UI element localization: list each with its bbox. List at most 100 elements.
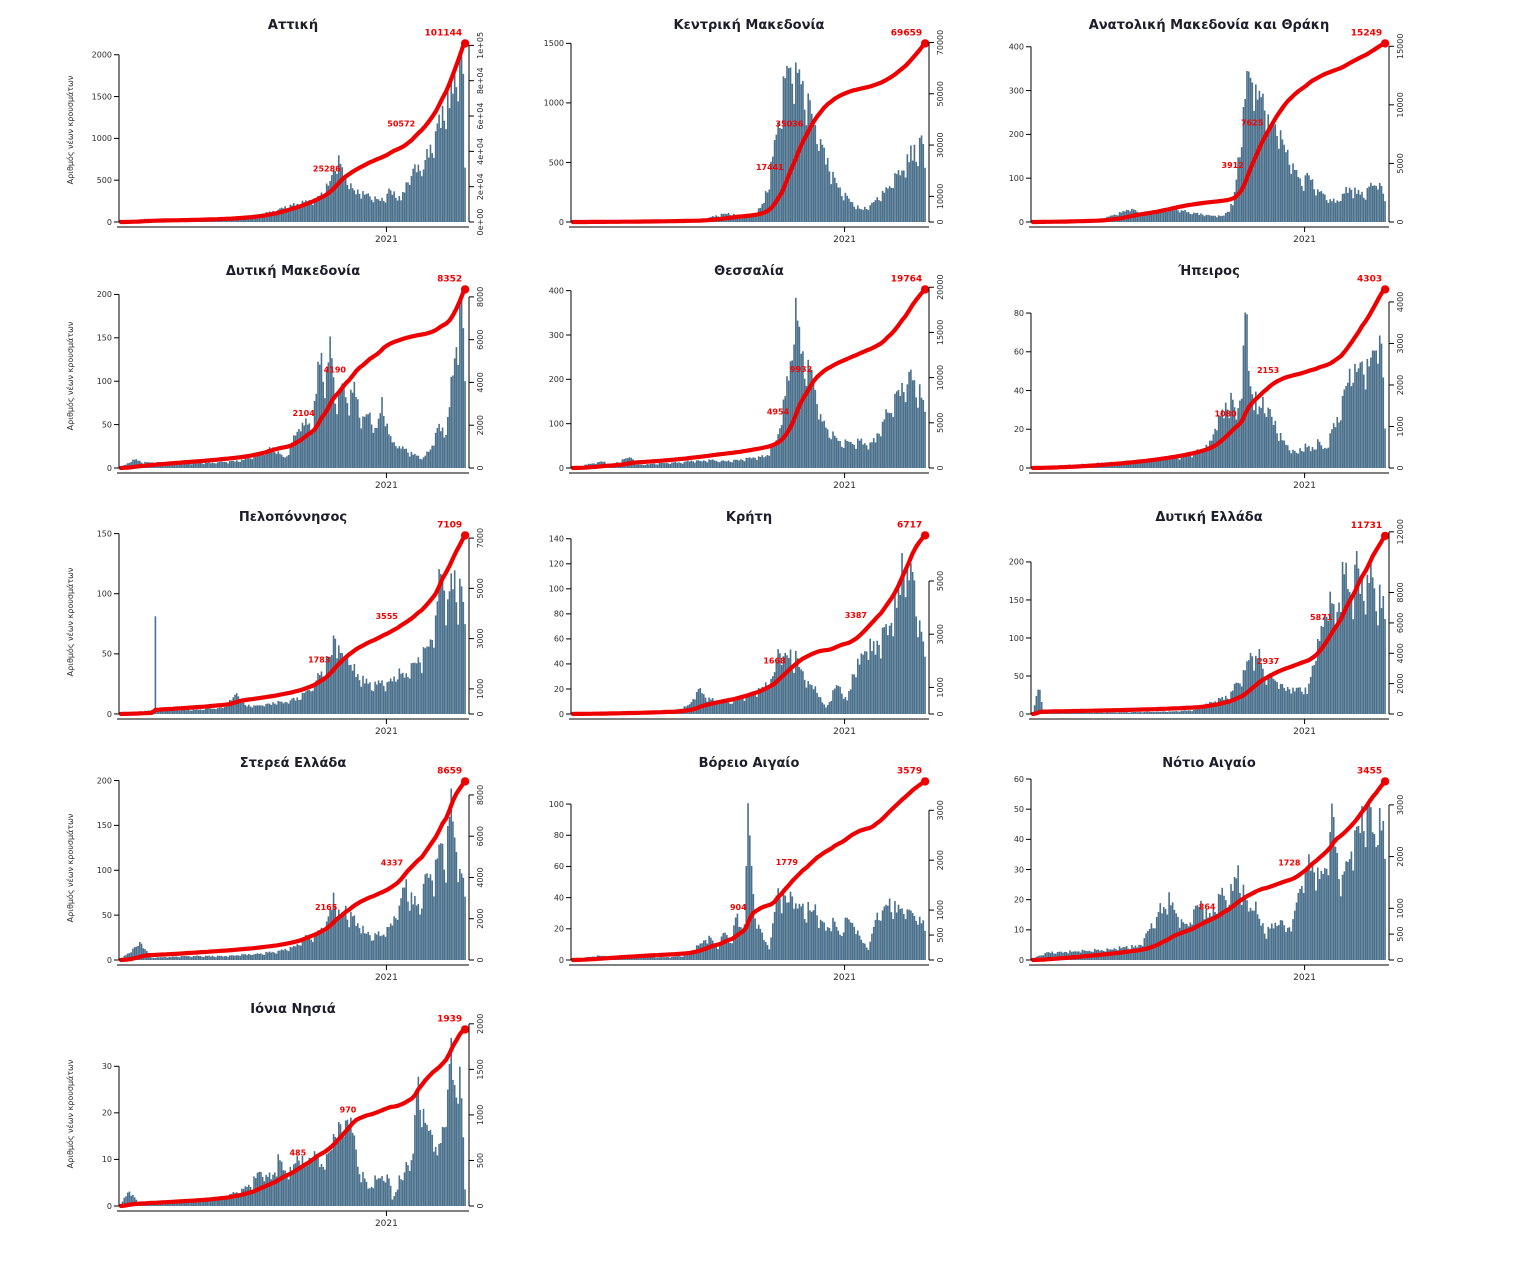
cumulative-annotation: 9932: [790, 365, 812, 374]
right-axis: [928, 809, 934, 961]
chart-canvas-attiki: Αττική 0 500 1000 1500 2000 0e+00 2e+04 4e+04 6e+…: [65, 18, 485, 245]
x-axis-year-label: 2021: [375, 235, 398, 245]
right-axis-tick-label: 8000: [476, 785, 485, 805]
cumulative-annotation: 8352: [437, 274, 462, 284]
right-axis-tick-label: 8e+04: [476, 67, 485, 94]
left-axis-tick-label: 140: [549, 535, 564, 544]
line-end-dot: [460, 531, 470, 540]
left-axis-tick-label: 100: [97, 377, 112, 386]
x-axis: [1029, 226, 1389, 232]
x-axis: [569, 718, 929, 724]
chart-title: Αττική: [268, 18, 318, 33]
cumulative-line: [118, 1027, 468, 1209]
left-axis-tick-label: 0: [1019, 464, 1024, 473]
right-axis-tick-label: 1000: [476, 1105, 485, 1125]
x-axis: [117, 226, 469, 232]
right-axis-tick-label: 6e+04: [476, 103, 485, 130]
left-axis-tick-label: 0: [559, 710, 564, 719]
line-end-dot: [920, 39, 930, 48]
x-axis-year-label: 2021: [375, 727, 398, 737]
left-axis-tick-label: 60: [1014, 775, 1024, 784]
left-axis-tick-label: 100: [97, 866, 112, 875]
line-end-dot: [920, 285, 930, 294]
left-axis-tick-label: 0: [1019, 956, 1024, 965]
left-axis-tick-label: 100: [549, 800, 564, 809]
daily-cases-bars: [1032, 798, 1386, 960]
left-axis-tick-label: 300: [549, 331, 564, 340]
left-axis-tick-label: 1500: [92, 92, 112, 101]
right-axis-tick-label: 3000: [936, 624, 945, 644]
cumulative-line: [570, 41, 928, 225]
right-axis-tick-label: 4000: [1396, 292, 1405, 312]
left-axis-tick-label: 20: [554, 685, 564, 694]
left-axis-tick-label: 50: [1014, 672, 1024, 681]
cumulative-annotation: 970: [340, 1106, 357, 1115]
cumulative-line: [118, 287, 468, 471]
cumulative-annotation: 50572: [387, 119, 415, 128]
right-axis: [928, 286, 934, 469]
left-axis: [114, 54, 120, 223]
right-axis-tick-label: 12000: [1396, 519, 1405, 544]
left-axis-tick-label: 0: [1019, 218, 1024, 227]
chart-canvas-dytiki-makedonia: Δυτική Μακεδονία050100150200020004000600…: [65, 264, 485, 491]
left-axis: [114, 533, 120, 715]
left-axis-tick-label: 0: [559, 464, 564, 473]
right-axis-tick-label: 8000: [1396, 582, 1405, 602]
cumulative-annotation: 1668: [763, 656, 786, 665]
right-axis-tick-label: 5000: [936, 413, 945, 433]
daily-cases-bars: [120, 297, 466, 468]
right-axis-tick-label: 0: [1396, 711, 1405, 716]
right-axis-tick-label: 0: [476, 711, 485, 716]
cumulative-annotation: 69659: [891, 28, 922, 38]
left-axis-tick-label: 200: [549, 375, 564, 384]
daily-cases-bars: [572, 553, 926, 714]
right-axis-tick-label: 5000: [1396, 153, 1405, 173]
cumulative-line: [570, 533, 928, 717]
cumulative-annotation: 15249: [1351, 28, 1382, 38]
cumulative-line: [1030, 287, 1388, 471]
left-axis: [566, 538, 572, 715]
left-axis-tick-label: 10: [1014, 926, 1024, 935]
x-axis: [569, 226, 929, 232]
right-axis-tick-label: 20000: [936, 274, 945, 299]
left-axis-tick-label: 30: [102, 1062, 112, 1071]
right-axis-tick-label: 2000: [1396, 673, 1405, 693]
cumulative-annotation: 1939: [437, 1014, 462, 1024]
right-axis-tick-label: 2000: [936, 850, 945, 870]
left-axis-tick-label: 300: [1009, 86, 1024, 95]
right-axis-tick-label: 5000: [476, 578, 485, 598]
cumulative-annotation: 3579: [897, 766, 922, 776]
left-axis-tick-label: 150: [97, 821, 112, 830]
right-axis-tick-label: 15000: [936, 320, 945, 345]
regional-covid-charts-grid: Αττική 0 500 1000 1500 2000 0e+00 2e+04 4e+04 6e+…: [62, 14, 1524, 1240]
right-axis-tick-label: 4000: [1396, 643, 1405, 663]
cumulative-annotation: 4303: [1357, 274, 1382, 284]
cumulative-annotation: 3912: [1222, 161, 1244, 170]
y-axis-label: Αριθμός νέων κρουσμάτων: [65, 75, 75, 184]
cumulative-annotation: 7109: [437, 520, 462, 530]
right-axis-tick-label: 2e+04: [476, 173, 485, 200]
chart-canvas-ipeiros: Ήπειρος 0 20 40 60 80 0 1000 2000 3000 4000 2021 108…: [1014, 264, 1405, 491]
right-axis-tick-label: 15000: [1396, 34, 1405, 59]
daily-cases-bars: [120, 1037, 466, 1206]
cumulative-annotation: 3555: [376, 612, 399, 621]
chart-dytiki-makedonia: Δυτική Μακεδονία 0 50 100 150 200 0 2000 4000 600…: [62, 260, 510, 502]
left-axis-tick-label: 1000: [92, 134, 112, 143]
x-axis-year-label: 2021: [1293, 235, 1316, 245]
right-axis-tick-label: 0: [476, 1203, 485, 1208]
cumulative-annotation: 101144: [425, 28, 463, 38]
cumulative-annotation: 3387: [845, 611, 867, 620]
chart-ipeiros: Ήπειρος 0 20 40 60 80 0 1000 2000 3000 4000 2021 108…: [982, 260, 1430, 502]
right-axis-tick-label: 4000: [476, 867, 485, 887]
line-end-dot: [920, 531, 930, 540]
chart-title: Κεντρική Μακεδονία: [674, 18, 825, 33]
left-axis: [1026, 778, 1032, 961]
right-axis-tick-label: 0: [1396, 465, 1405, 470]
left-axis-tick-label: 0: [559, 218, 564, 227]
cumulative-line: [1030, 779, 1388, 963]
left-axis-tick-label: 40: [554, 893, 564, 902]
left-axis-tick-label: 50: [102, 911, 112, 920]
cumulative-annotation: 2153: [1257, 366, 1279, 375]
chart-peloponnisos: Πελοπόννησος 0 50 100 150 0 1000 3000 5000 7000 20…: [62, 506, 510, 748]
left-axis-tick-label: 200: [97, 290, 112, 299]
